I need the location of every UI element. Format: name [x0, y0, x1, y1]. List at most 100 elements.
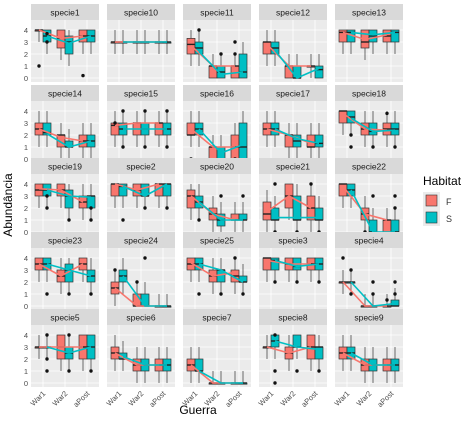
facet-panel: specie8 War1 War2 aPost: [257, 309, 327, 409]
y-tick-label: 0: [24, 74, 28, 83]
box-s: [238, 122, 248, 160]
facet-strip: [183, 232, 251, 248]
mean-line-f: [190, 128, 235, 148]
y-axis-title: Abundância: [1, 173, 15, 237]
outlier-point: [89, 292, 93, 296]
facet-strip-label: specie10: [124, 8, 158, 18]
outlier-point: [45, 31, 49, 36]
y-tick-label: 4: [24, 331, 28, 340]
outlier-point: [385, 298, 389, 302]
outlier-point: [219, 194, 223, 198]
y-tick-label: 2: [24, 50, 28, 59]
outlier-point: [81, 73, 85, 78]
facet-strip: [259, 85, 327, 101]
mean-line-s: [46, 133, 92, 148]
outlier-point: [165, 109, 169, 113]
facet-strip-label: specie13: [352, 8, 386, 18]
box-s: [314, 65, 324, 79]
facet-strip: [31, 85, 99, 101]
mean-line-s: [350, 352, 395, 366]
box-s: [238, 213, 248, 221]
outlier-point: [45, 292, 49, 296]
box-s: [238, 53, 248, 79]
mean-line-f: [38, 128, 84, 142]
x-tick-label: War1: [105, 389, 124, 408]
mean-line-s: [122, 183, 168, 197]
facet-strip: [335, 85, 403, 101]
outlier-point: [37, 64, 41, 68]
facet-strip-label: specie6: [126, 313, 156, 323]
mean-line-f: [266, 346, 312, 354]
y-tick-label: 3: [24, 343, 28, 352]
mean-line-s: [46, 189, 92, 198]
legend: Habitat F S: [423, 174, 462, 226]
facet-panel: specie1 0 1 2 3 4: [24, 4, 99, 83]
mean-line-f: [342, 112, 388, 131]
x-tick-label: aPost: [147, 388, 168, 409]
facet-strip: [335, 4, 403, 20]
facet-strip: [183, 309, 251, 325]
outlier-point: [67, 218, 71, 222]
outlier-point: [135, 280, 139, 284]
mean-line-s: [198, 128, 244, 154]
facet-strip-label: specie16: [200, 89, 234, 99]
outlier-point: [273, 369, 277, 373]
facet-strip: [107, 232, 175, 248]
y-tick-label: 1: [24, 62, 28, 71]
outlier-point: [45, 40, 49, 44]
facet-strip-label: specie9: [354, 313, 384, 323]
facet-panel: specie17: [259, 85, 327, 163]
facet-strip-label: specie20: [200, 162, 234, 172]
outlier-point: [143, 206, 147, 210]
facet-strip-label: specie18: [352, 89, 386, 99]
box-s: [42, 122, 52, 136]
outlier-point: [371, 194, 375, 198]
box-f: [110, 183, 120, 197]
outlier-point: [67, 292, 71, 296]
outlier-point: [219, 292, 223, 296]
outlier-point: [197, 218, 201, 222]
outlier-point: [393, 280, 397, 284]
y-tick-label: 2: [24, 131, 28, 140]
y-tick-label: 1: [24, 290, 28, 299]
facet-panel: specie14 0 1 2 3 4: [24, 85, 99, 164]
y-tick-label: 1: [24, 216, 28, 225]
facet-strip: [31, 309, 99, 325]
facet-strip-label: specie2: [126, 162, 156, 172]
mean-line-f: [342, 31, 388, 41]
y-tick-label: 0: [24, 228, 28, 237]
outlier-point: [241, 194, 245, 198]
mean-line-f: [266, 195, 312, 213]
mean-line-s: [122, 275, 167, 307]
facet-panel: specie4: [335, 232, 403, 310]
facet-strip-label: specie25: [200, 236, 234, 246]
mean-line-s: [122, 355, 167, 366]
facet-panel: specie11: [183, 4, 251, 82]
facet-panel: specie6 War1 War2 aPost: [105, 309, 175, 409]
facet-panel: specie10: [107, 4, 175, 82]
y-tick-label: 0: [24, 155, 28, 164]
facet-strip: [335, 232, 403, 248]
y-tick-label: 4: [24, 180, 28, 189]
x-tick-label: War1: [333, 389, 352, 408]
x-tick-label: aPost: [71, 388, 92, 409]
x-axis-title: Guerra: [179, 403, 217, 417]
facet-panel: specie19 0 1 2 3 4: [24, 158, 99, 237]
outlier-point: [233, 256, 237, 260]
outlier-point: [273, 381, 277, 385]
mean-line-s: [274, 128, 320, 145]
outlier-point: [295, 369, 299, 373]
outlier-point: [233, 40, 237, 44]
outlier-point: [121, 145, 125, 149]
x-tick-label: War2: [279, 389, 298, 408]
y-tick-label: 3: [24, 192, 28, 201]
y-tick-label: 0: [24, 379, 28, 388]
y-tick-label: 1: [24, 143, 28, 152]
mean-line-f: [38, 263, 84, 277]
facet-strip: [335, 309, 403, 325]
facet-panel: specie18: [335, 85, 403, 163]
outlier-point: [393, 292, 397, 296]
box-s: [64, 189, 74, 209]
facet-panel: specie5 0 1 2 3 4 War1 War2 aPost: [24, 309, 99, 409]
